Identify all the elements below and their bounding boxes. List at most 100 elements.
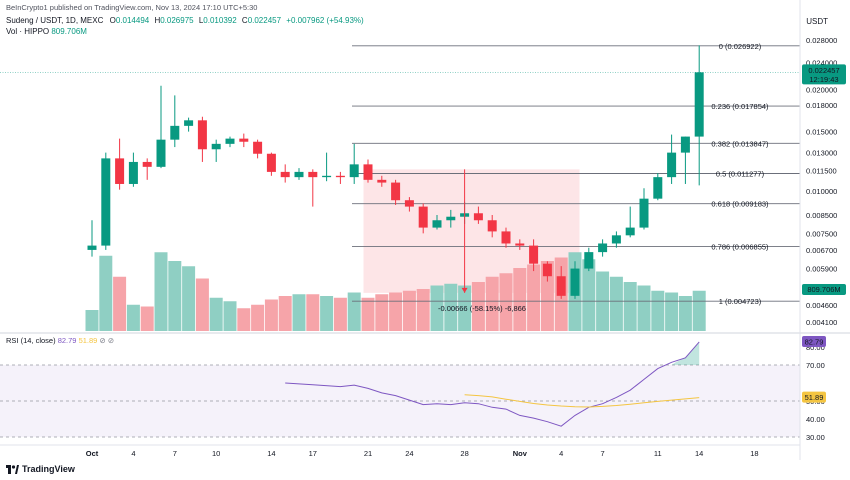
low-label: L [198, 16, 204, 25]
volume-bar [513, 268, 527, 331]
price-tick-label: 0.011500 [806, 167, 837, 176]
rsi-badge-value: 82.79 [805, 337, 824, 346]
volume-bar [637, 285, 651, 331]
candle-body [653, 177, 663, 199]
time-tick-label: 10 [212, 449, 220, 458]
price-tick-label: 0.005900 [806, 265, 837, 274]
price-tick-label: 0.010000 [806, 187, 837, 196]
open-label: O [109, 16, 116, 25]
candle-body [611, 235, 621, 244]
price-tick-label: 0.007500 [806, 229, 837, 238]
publisher-line: BeInCrypto1 published on TradingView.com… [6, 3, 258, 12]
price-tick-label: 0.018000 [806, 101, 837, 110]
volume-bar [182, 266, 196, 331]
fib-label: 0.786 (0.006855) [711, 243, 769, 252]
fib-label: 0.618 (0.009183) [711, 200, 769, 209]
price-badge-value: 0.022457 [808, 66, 839, 75]
change-value: +0.007962 (+54.93%) [286, 16, 364, 25]
volume-bar [195, 278, 209, 331]
price-tick-label: 0.004100 [806, 318, 837, 327]
price-badge-countdown: 12:19:43 [809, 75, 838, 84]
volume-bar [623, 282, 637, 331]
candle-body [349, 164, 359, 178]
candle-body [667, 152, 677, 178]
tradingview-logo-icon [6, 464, 19, 474]
time-tick-label: 7 [601, 449, 605, 458]
rsi-legend[interactable]: RSI (14, close) 82.79 51.89 ⊘ ⊘ [6, 336, 114, 345]
candle-body [694, 72, 704, 137]
symbol-legend[interactable]: Sudeng / USDT, 1D, MEXC O0.014494 H0.026… [6, 16, 367, 25]
price-badge [802, 64, 846, 85]
volume-badge [802, 284, 846, 295]
symbol-title[interactable]: Sudeng / USDT, 1D, MEXC [6, 16, 104, 25]
candle-body [87, 245, 97, 250]
candle-body [680, 136, 690, 153]
candle-body [529, 245, 539, 264]
volume-bar [499, 273, 513, 331]
volume-bar [651, 290, 665, 331]
volume-bar [430, 285, 444, 331]
volume-bar [278, 296, 292, 331]
candle-body [625, 227, 635, 236]
time-tick-label: 21 [364, 449, 372, 458]
volume-bar [444, 283, 458, 331]
eye-icon[interactable]: ⊘ [99, 336, 106, 345]
settings-icon[interactable]: ⊘ [107, 336, 115, 345]
volume-bar [692, 290, 706, 331]
fib-label: 0.5 (0.011277) [716, 169, 765, 178]
close-label: C [241, 16, 248, 25]
time-tick-label: 14 [695, 449, 703, 458]
rsi-ma-badge [802, 391, 826, 403]
low-value: 0.010392 [203, 16, 237, 25]
rsi-overbought-fill [671, 341, 700, 365]
price-tick-label: 0.004600 [806, 301, 837, 310]
fib-label: 0 (0.026922) [719, 42, 762, 51]
volume-bar [85, 310, 99, 331]
candle-body [501, 231, 511, 244]
volume-bar [99, 255, 113, 331]
volume-bar [168, 261, 182, 331]
candle-body [391, 182, 401, 201]
candlestick-series [87, 45, 704, 299]
rsi-ma-badge-value: 51.89 [805, 393, 824, 402]
tradingview-wordmark: TradingView [22, 464, 75, 474]
time-tick-label: 4 [131, 449, 135, 458]
currency-label[interactable]: USDT [806, 17, 828, 26]
volume-legend[interactable]: Vol · HIPPO 809.706M [6, 27, 90, 36]
volume-bar [389, 292, 403, 331]
candle-body [184, 120, 194, 126]
candle-body [446, 216, 456, 221]
price-tick-label: 0.020000 [806, 85, 837, 94]
price-tick-label: 0.015000 [806, 128, 837, 137]
open-value: 0.014494 [115, 16, 150, 25]
volume-badge-value: 809.706M [807, 285, 840, 294]
fibonacci-retracement: 0 (0.026922) 0.236 (0.017854) 0.382 (0.013… [352, 42, 800, 306]
rsi-tick-label: 80.00 [806, 343, 825, 352]
candle-body [115, 158, 125, 184]
candle-body [404, 200, 414, 207]
volume-bar [375, 294, 389, 331]
candle-body [473, 213, 483, 221]
volume-bar [209, 297, 223, 331]
rsi-badge [802, 335, 826, 347]
price-tick-label: 0.008500 [806, 211, 837, 220]
candle-body [322, 175, 332, 178]
candle-body [639, 198, 649, 228]
tradingview-logo: TradingView [6, 464, 75, 474]
price-tick-label: 0.013000 [806, 149, 837, 158]
candle-body [156, 139, 166, 167]
rsi-tick-label: 40.00 [806, 415, 825, 424]
high-value: 0.026975 [160, 16, 194, 25]
volume-bar [361, 297, 375, 331]
candle-body [294, 171, 304, 178]
rsi-tick-label: 30.00 [806, 433, 825, 442]
fib-label: 0.236 (0.017854) [711, 102, 769, 111]
volume-bar [333, 297, 347, 331]
candle-body [211, 143, 221, 150]
time-tick-label: 14 [267, 449, 275, 458]
volume-bar [306, 294, 320, 331]
rsi-ma-value: 51.89 [78, 336, 98, 345]
